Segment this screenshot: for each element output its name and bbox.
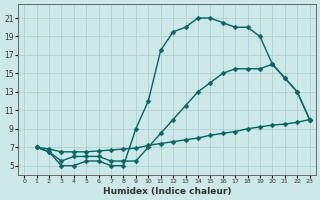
- X-axis label: Humidex (Indice chaleur): Humidex (Indice chaleur): [103, 187, 231, 196]
